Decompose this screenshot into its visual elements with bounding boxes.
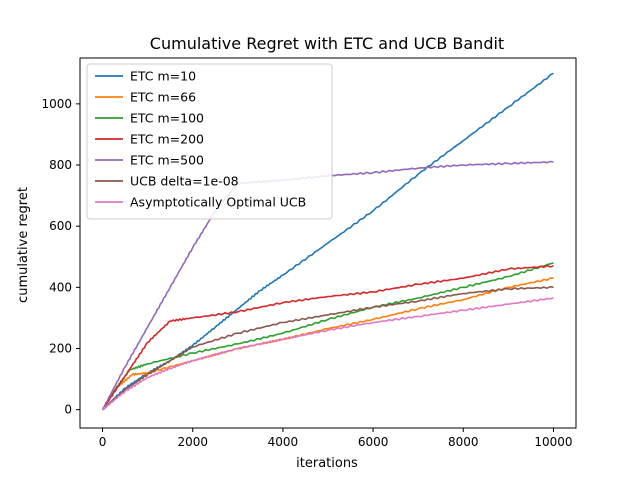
x-tick-label: 2000 bbox=[177, 435, 208, 449]
y-tick-label: 800 bbox=[49, 158, 72, 172]
x-axis: 0 2000 4000 6000 8000 10000 bbox=[99, 428, 573, 449]
x-axis-label: iterations bbox=[296, 456, 358, 471]
y-tick-label: 1000 bbox=[41, 97, 72, 111]
x-tick-label: 8000 bbox=[448, 435, 479, 449]
chart-title: Cumulative Regret with ETC and UCB Bandi… bbox=[150, 34, 504, 53]
legend-label: ETC m=500 bbox=[130, 153, 204, 168]
y-tick-label: 400 bbox=[49, 280, 72, 294]
series-line bbox=[101, 285, 554, 411]
y-tick-label: 200 bbox=[49, 341, 72, 355]
y-axis-label: cumulative regret bbox=[16, 187, 31, 303]
x-tick-label: 0 bbox=[99, 435, 107, 449]
legend-label: Asymptotically Optimal UCB bbox=[130, 195, 306, 210]
series-line bbox=[101, 262, 554, 411]
series-line bbox=[101, 264, 554, 411]
legend-label: UCB delta=1e-08 bbox=[130, 174, 239, 189]
series-line bbox=[101, 277, 554, 411]
legend-label: ETC m=10 bbox=[130, 69, 196, 84]
legend-label: ETC m=200 bbox=[130, 132, 204, 147]
x-tick-label: 6000 bbox=[358, 435, 389, 449]
legend-label: ETC m=100 bbox=[130, 111, 204, 126]
y-tick-label: 0 bbox=[64, 403, 72, 417]
y-tick-label: 600 bbox=[49, 219, 72, 233]
y-axis: 0 200 400 600 800 1000 bbox=[41, 97, 80, 417]
axes-frame bbox=[79, 57, 577, 429]
legend-label: ETC m=66 bbox=[130, 90, 196, 105]
legend: ETC m=10 ETC m=66 ETC m=100 ETC m=200 ETC m=… bbox=[86, 63, 333, 220]
x-tick-label: 10000 bbox=[534, 435, 572, 449]
legend-box bbox=[86, 63, 333, 220]
series-line bbox=[101, 297, 554, 411]
x-tick-label: 4000 bbox=[268, 435, 299, 449]
